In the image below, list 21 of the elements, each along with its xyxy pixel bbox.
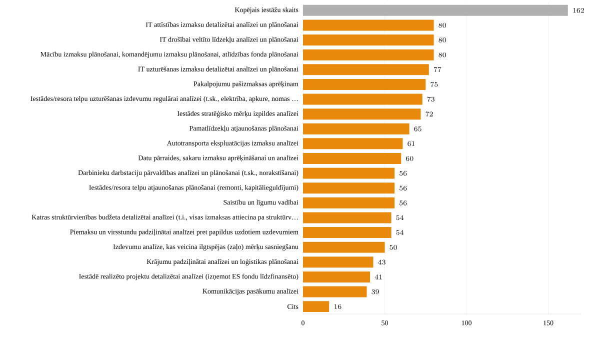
- bar: [303, 271, 370, 282]
- bar: [303, 78, 426, 90]
- bar: [303, 286, 367, 298]
- bar: [303, 242, 385, 253]
- bar: [303, 301, 330, 312]
- bar: [303, 227, 392, 238]
- bar: [303, 138, 403, 150]
- bar: [303, 152, 402, 164]
- bar: [303, 123, 410, 134]
- bar: [303, 212, 392, 224]
- bar: [303, 182, 395, 194]
- bar: [303, 168, 395, 179]
- bar: [303, 256, 374, 268]
- bar: [303, 34, 434, 46]
- bar: [303, 108, 421, 120]
- bar: [303, 197, 395, 208]
- bar: [303, 94, 422, 105]
- bar: [303, 64, 429, 76]
- bar: [303, 49, 434, 60]
- bar: [303, 20, 434, 31]
- bar: [303, 4, 568, 16]
